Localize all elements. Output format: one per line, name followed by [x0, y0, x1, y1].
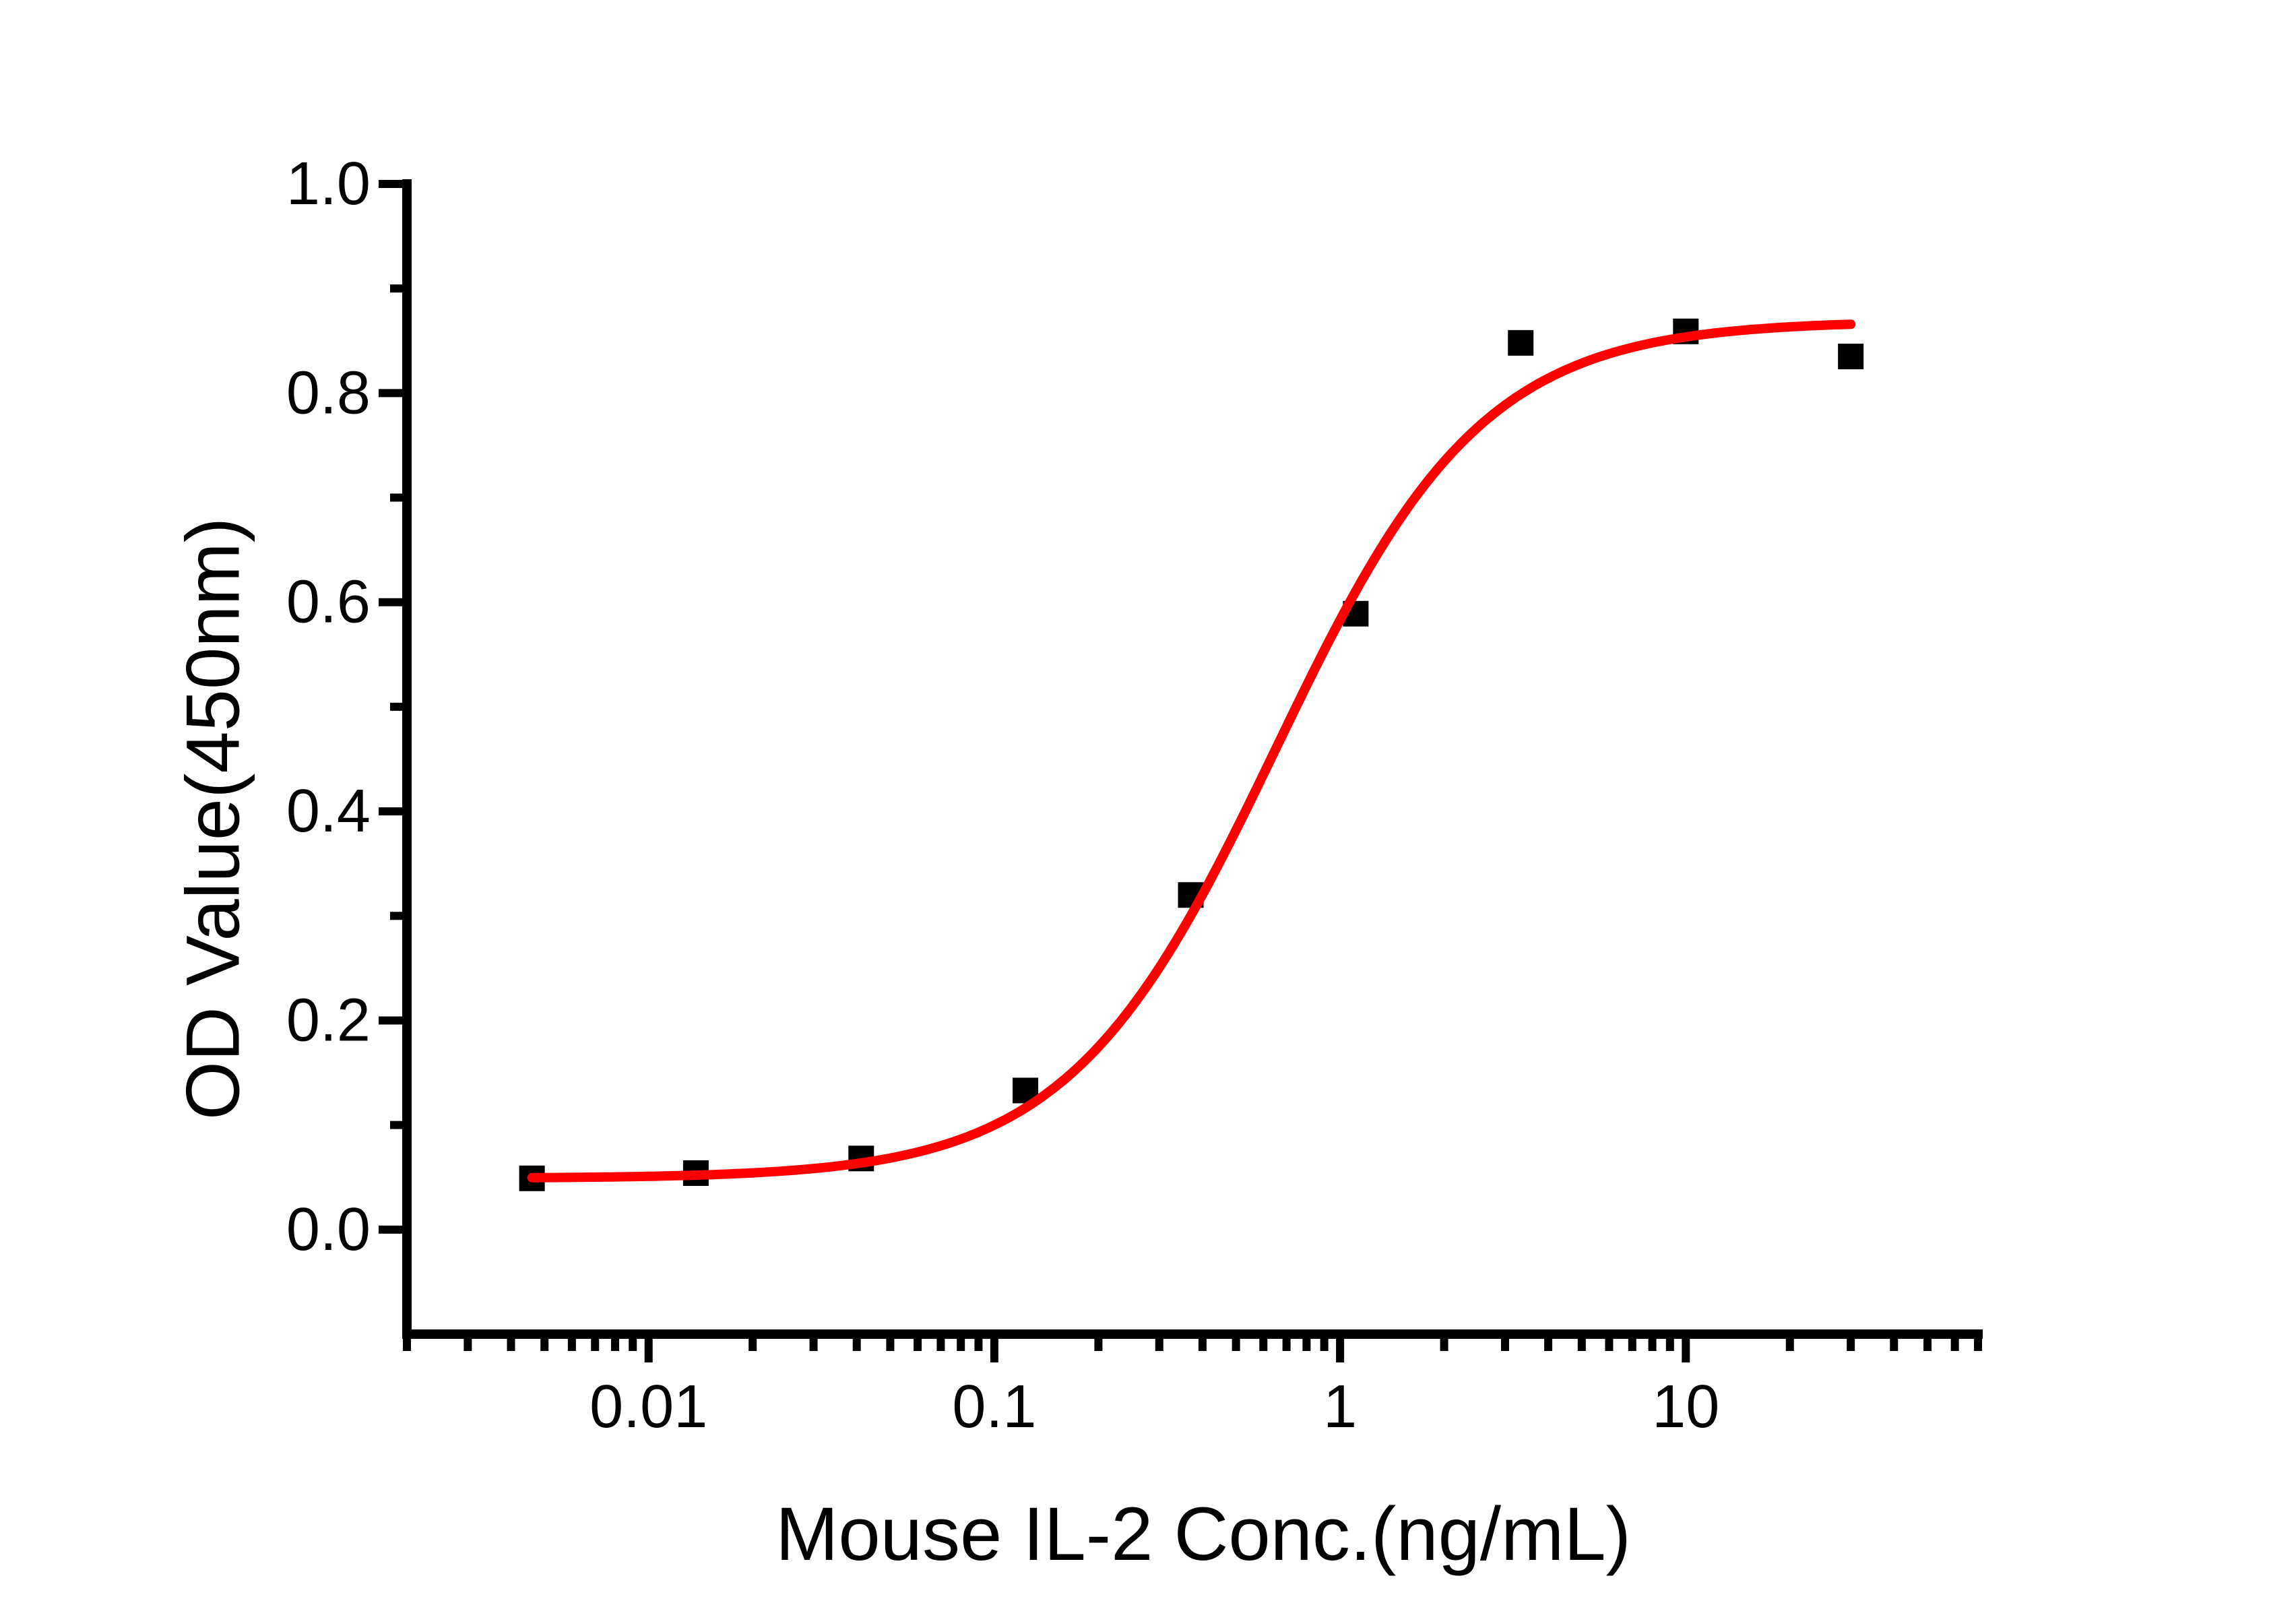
y-tick-label: 1.0: [286, 150, 371, 218]
y-tick-label: 0.6: [286, 569, 371, 636]
data-point-marker: [1838, 344, 1864, 370]
data-point-marker: [1508, 329, 1534, 356]
y-tick-label: 0.0: [286, 1196, 371, 1263]
y-tick-label: 0.4: [286, 778, 371, 845]
y-axis-title: OD Value(450nm): [171, 517, 255, 1120]
x-tick-label: 1: [1323, 1373, 1357, 1441]
x-tick-label: 10: [1652, 1373, 1719, 1441]
y-tick-label: 0.2: [286, 986, 371, 1054]
x-axis-tick-labels: 0.01 0.1 1 10: [589, 1373, 1719, 1441]
data-point-markers: [519, 318, 1864, 1191]
axis-ticks: [379, 180, 1982, 1362]
x-tick-label: 0.01: [589, 1373, 707, 1441]
y-axis-tick-labels: 0.0 0.2 0.4 0.6 0.8 1.0: [286, 150, 371, 1263]
x-tick-label: 0.1: [952, 1373, 1036, 1441]
x-axis-title: Mouse IL-2 Conc.(ng/mL): [775, 1492, 1631, 1576]
y-tick-label: 0.8: [286, 359, 371, 427]
fit-curve-line: [527, 319, 1856, 1183]
